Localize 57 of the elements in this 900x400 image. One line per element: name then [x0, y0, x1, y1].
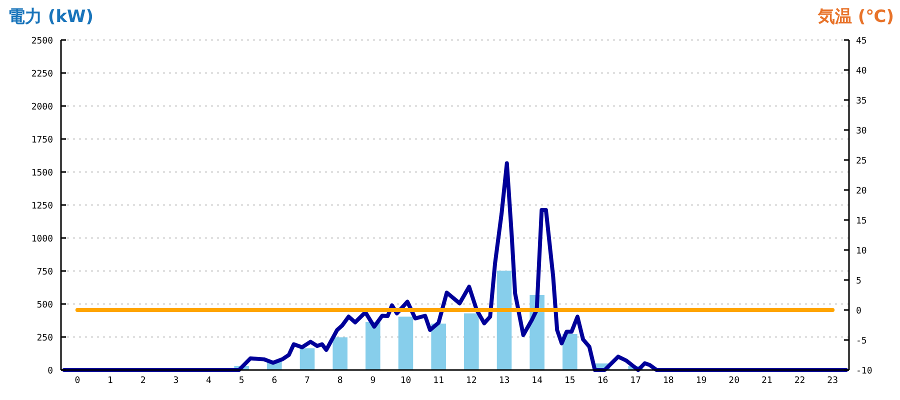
y-axis-title: 電力 (kW) — [8, 7, 94, 27]
y-tick-label: 2500 — [31, 36, 53, 46]
x-tick-label: 22 — [794, 376, 806, 386]
x-tick-label: 14 — [532, 376, 543, 386]
y2-tick-label: 10 — [856, 246, 867, 256]
y2-tick-label: -5 — [856, 336, 867, 346]
y-tick-label: 1000 — [31, 234, 53, 244]
bar — [366, 322, 380, 370]
x-tick-label: 23 — [827, 376, 838, 386]
bar — [300, 348, 315, 370]
y-tick-label: 750 — [36, 268, 53, 278]
x-tick-label: 5 — [238, 376, 244, 386]
x-tick-label: 11 — [433, 376, 444, 386]
y-tick-label: 1250 — [31, 202, 53, 212]
x-tick-label: 4 — [206, 376, 212, 386]
x-tick-label: 2 — [140, 376, 146, 386]
x-tick-label: 12 — [466, 376, 477, 386]
x-tick-label: 16 — [597, 376, 608, 386]
y2-tick-label: 15 — [856, 216, 867, 226]
y-tick-label: 0 — [48, 366, 53, 376]
bar — [332, 337, 348, 370]
bar — [398, 316, 414, 370]
y2-tick-label: 0 — [856, 306, 862, 316]
x-tick-label: 19 — [696, 376, 707, 386]
bar — [431, 324, 446, 370]
x-tick-label: 3 — [173, 376, 179, 386]
bar — [562, 334, 578, 370]
y2-tick-label: 25 — [856, 156, 867, 166]
x-tick-label: 18 — [662, 376, 674, 386]
x-tick-label: 6 — [272, 376, 278, 386]
y-tick-label: 500 — [36, 300, 53, 310]
y-tick-label: 1750 — [31, 136, 53, 146]
y2-tick-label: 5 — [856, 276, 862, 286]
x-tick-label: 21 — [761, 376, 772, 386]
x-tick-label: 0 — [74, 376, 80, 386]
y-tick-label: 2000 — [31, 102, 53, 112]
x-tick-label: 10 — [400, 376, 412, 386]
bar — [496, 270, 512, 370]
x-tick-label: 20 — [728, 376, 740, 386]
x-tick-label: 1 — [108, 376, 113, 386]
x-tick-label: 9 — [370, 376, 376, 386]
x-tick-label: 17 — [630, 376, 642, 386]
x-tick-label: 15 — [564, 376, 576, 386]
y2-tick-label: 45 — [856, 36, 867, 46]
x-tick-label: 13 — [498, 376, 510, 386]
y2-tick-label: 20 — [856, 186, 867, 196]
y2-axis-title: 気温 (℃) — [816, 7, 894, 27]
y2-tick-label: 30 — [856, 126, 867, 136]
y2-tick-label: -10 — [856, 366, 872, 376]
y-tick-label: 2250 — [31, 70, 53, 80]
y-tick-label: 250 — [36, 334, 53, 344]
y2-tick-label: 35 — [856, 96, 867, 106]
y2-tick-label: 40 — [856, 66, 867, 76]
x-tick-label: 8 — [337, 376, 343, 386]
x-tick-label: 7 — [304, 376, 310, 386]
bar — [464, 313, 479, 370]
y-tick-label: 1500 — [31, 168, 53, 178]
